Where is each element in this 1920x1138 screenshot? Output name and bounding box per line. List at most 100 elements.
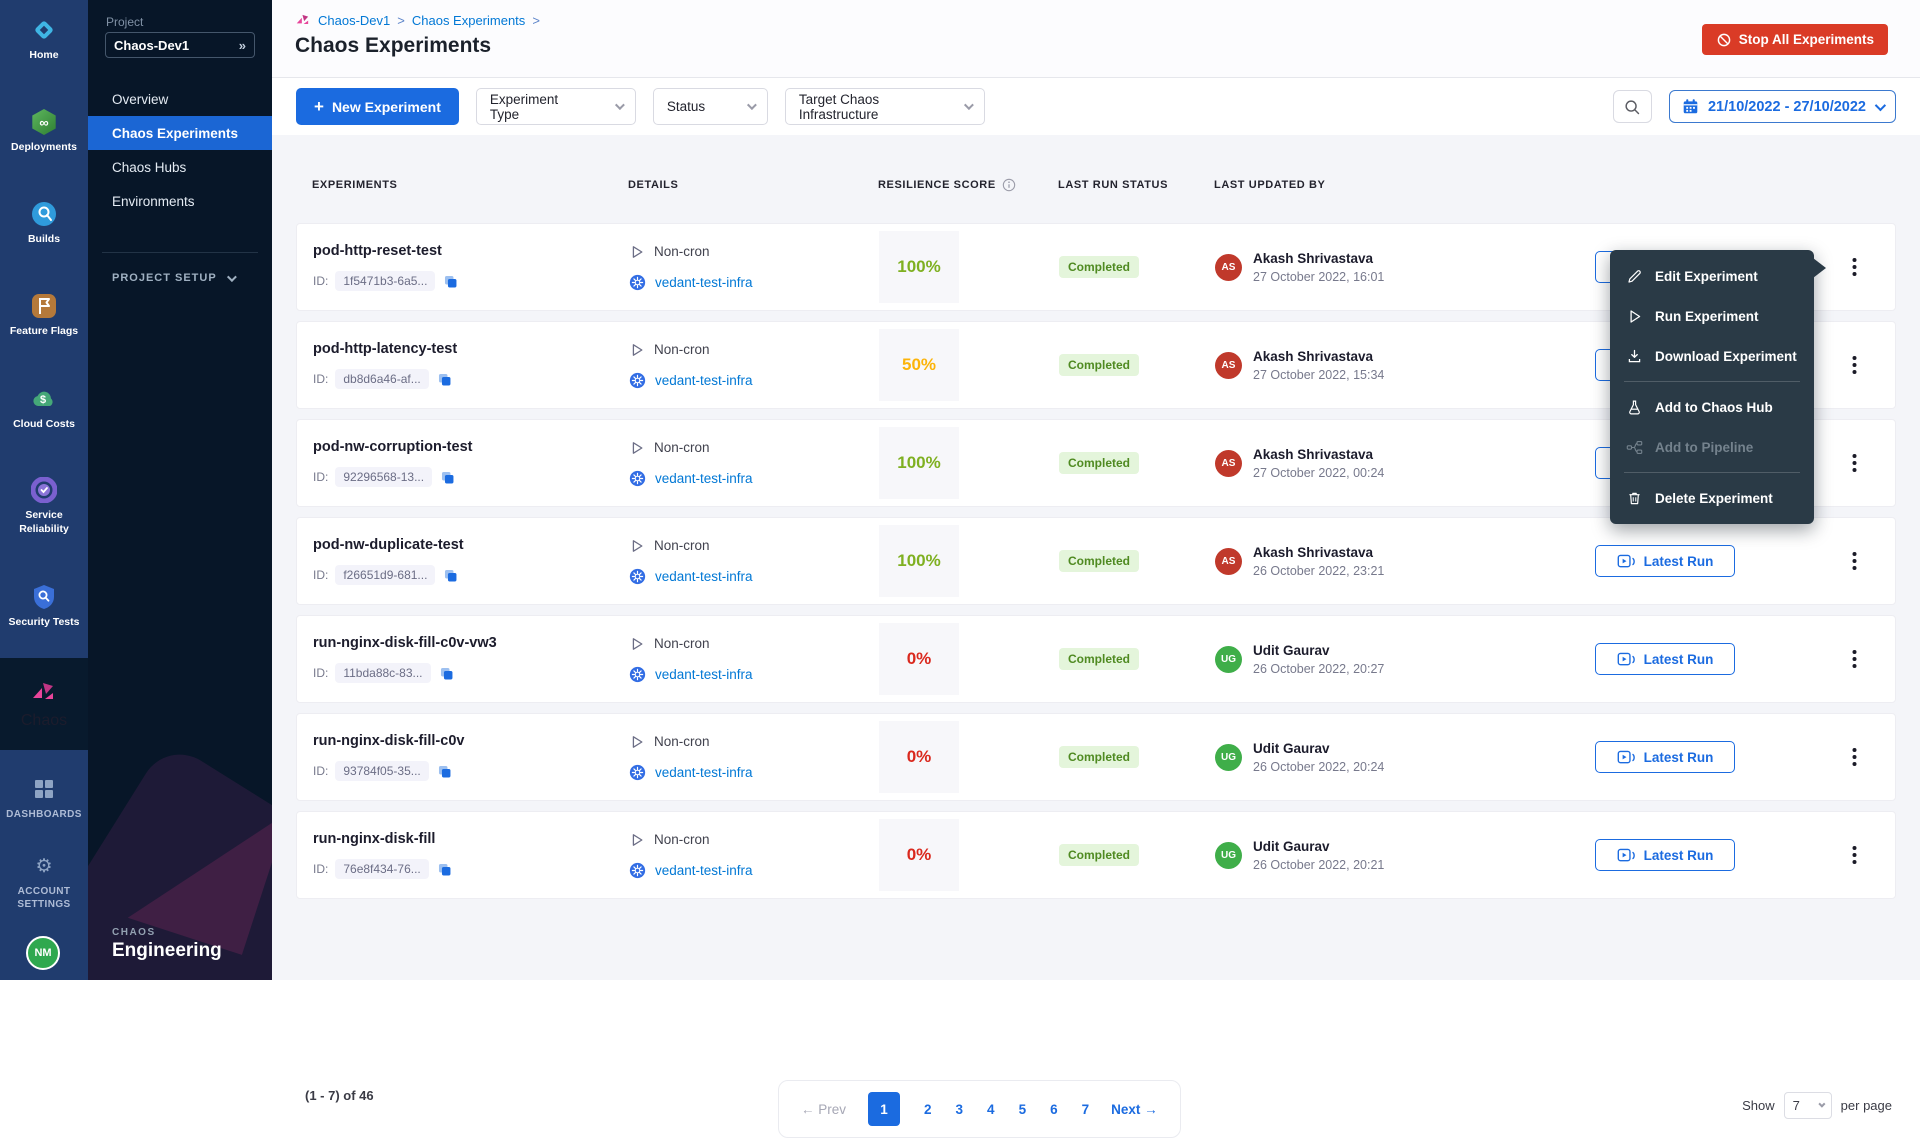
sidebar-item-chaos[interactable]: Chaos [0,658,88,750]
page-button[interactable]: 6 [1050,1102,1058,1117]
latest-run-button[interactable]: Latest Run [1595,643,1735,675]
copy-icon[interactable] [438,665,455,682]
infra-link[interactable]: vedant-test-infra [655,471,753,486]
svg-text:$: $ [40,394,46,406]
sidebar-item-home[interactable]: Home [0,16,88,63]
resilience-cell: 50% [879,329,1059,401]
infra-link[interactable]: vedant-test-infra [655,275,753,290]
id-label: ID: [313,764,328,778]
page-button[interactable]: 4 [987,1102,995,1117]
page-button[interactable]: 2 [924,1102,932,1117]
experiment-name[interactable]: pod-http-reset-test [313,243,629,259]
last-updated-timestamp: 27 October 2022, 15:34 [1253,368,1384,382]
run-report-icon [1617,651,1636,668]
experiment-type: Non-cron [654,832,710,847]
copy-icon[interactable] [439,469,456,486]
new-experiment-button[interactable]: + New Experiment [296,88,459,125]
menu-item-delete-experiment[interactable]: Delete Experiment [1610,478,1814,518]
copy-icon[interactable] [436,861,453,878]
experiment-type-filter[interactable]: Experiment Type [476,88,636,125]
status-badge: Completed [1059,354,1139,376]
experiment-name[interactable]: run-nginx-disk-fill [313,831,629,847]
experiment-id: 11bda88c-83... [335,663,430,683]
sidebar-item-deployments[interactable]: ∞ Deployments [0,108,88,155]
infra-link[interactable]: vedant-test-infra [655,765,753,780]
resilience-score: 100% [897,453,940,473]
sidebar-item-cloud-costs[interactable]: $ Cloud Costs [0,385,88,432]
details-cell: Non-cron vedant-test-infra [629,636,879,683]
page-button[interactable]: 7 [1082,1102,1090,1117]
user-name: Akash Shrivastava [1253,545,1384,560]
date-range-picker[interactable]: 21/10/2022 - 27/10/2022 [1669,90,1896,123]
sidebar-item-builds[interactable]: Builds [0,200,88,247]
project-selector[interactable]: Chaos-Dev1 » [105,32,255,58]
page-button[interactable]: 3 [956,1102,964,1117]
toolbar: + New Experiment Experiment Type Status … [272,78,1920,135]
latest-run-button[interactable]: Latest Run [1595,741,1735,773]
infra-link[interactable]: vedant-test-infra [655,667,753,682]
sidebar-item-environments[interactable]: Environments [88,184,272,218]
sidebar-item-feature-flags[interactable]: Feature Flags [0,292,88,339]
chaos-icon [30,678,58,706]
experiment-name[interactable]: run-nginx-disk-fill-c0v [313,733,629,749]
expand-panel-icon[interactable]: » [239,38,246,53]
resilience-score: 100% [897,257,940,277]
copy-icon[interactable] [442,567,459,584]
copy-icon[interactable] [436,371,453,388]
experiment-cell: run-nginx-disk-fill-c0v-vw3 ID: 11bda88c… [313,635,629,683]
experiment-name[interactable]: pod-http-latency-test [313,341,629,357]
latest-run-button[interactable]: Latest Run [1595,545,1735,577]
experiment-name[interactable]: pod-nw-corruption-test [313,439,629,455]
infra-link[interactable]: vedant-test-infra [655,863,753,878]
module-title: Engineering [112,940,222,962]
page-size-select[interactable]: 7 [1784,1092,1832,1119]
sidebar-item-chaos-hubs[interactable]: Chaos Hubs [88,150,272,184]
sidebar-item-overview[interactable]: Overview [88,82,272,116]
experiment-name[interactable]: pod-nw-duplicate-test [313,537,629,553]
breadcrumb-experiments-link[interactable]: Chaos Experiments [412,13,525,28]
user-avatar[interactable]: NM [26,936,60,970]
kebab-icon [1852,747,1857,767]
experiment-name[interactable]: run-nginx-disk-fill-c0v-vw3 [313,635,629,651]
infra-link[interactable]: vedant-test-infra [655,373,753,388]
row-menu-button[interactable] [1841,546,1867,576]
target-infrastructure-filter[interactable]: Target Chaos Infrastructure [785,88,985,125]
module-rail: Home ∞ Deployments Builds Feature Flags … [0,0,88,980]
experiment-cell: run-nginx-disk-fill ID: 76e8f434-76... [313,831,629,879]
copy-icon[interactable] [436,763,453,780]
page-button[interactable]: 1 [868,1092,900,1126]
stop-all-experiments-button[interactable]: Stop All Experiments [1702,24,1888,55]
status-filter[interactable]: Status [653,88,768,125]
row-actions-cell [1841,546,1895,576]
copy-icon[interactable] [442,273,459,290]
sidebar-item-chaos-experiments[interactable]: Chaos Experiments [88,116,272,150]
infra-link[interactable]: vedant-test-infra [655,569,753,584]
sidebar-item-security-tests[interactable]: Security Tests [0,583,88,630]
sidebar-item-service-reliability[interactable]: Service Reliability [0,476,88,536]
divider [1624,381,1800,382]
project-setup-toggle[interactable]: PROJECT SETUP [112,272,234,284]
gear-icon: ⚙ [30,852,58,880]
row-menu-button[interactable] [1841,742,1867,772]
row-menu-button[interactable] [1841,350,1867,380]
sidebar-item-dashboards[interactable]: DASHBOARDS [0,775,88,821]
menu-item-run-experiment[interactable]: Run Experiment [1610,296,1814,336]
last-updated-timestamp: 26 October 2022, 20:27 [1253,662,1384,676]
kubernetes-icon [629,764,646,781]
menu-item-edit-experiment[interactable]: Edit Experiment [1610,256,1814,296]
row-menu-button[interactable] [1841,840,1867,870]
next-page-button[interactable]: Next → [1111,1102,1158,1117]
latest-run-button[interactable]: Latest Run [1595,839,1735,871]
search-button[interactable] [1613,90,1652,123]
row-menu-button[interactable] [1841,448,1867,478]
row-menu-button[interactable] [1841,644,1867,674]
table-row: pod-nw-duplicate-test ID: f26651d9-681..… [296,517,1896,605]
sidebar-item-account-settings[interactable]: ⚙ ACCOUNT SETTINGS [0,852,88,911]
menu-item-add-to-chaos-hub[interactable]: Add to Chaos Hub [1610,387,1814,427]
row-menu-button[interactable] [1841,252,1867,282]
breadcrumb-project-link[interactable]: Chaos-Dev1 [318,13,390,28]
page-button[interactable]: 5 [1019,1102,1027,1117]
menu-item-download-experiment[interactable]: Download Experiment [1610,336,1814,376]
info-icon[interactable] [1002,178,1016,192]
prev-page-button[interactable]: ← Prev [801,1102,846,1117]
